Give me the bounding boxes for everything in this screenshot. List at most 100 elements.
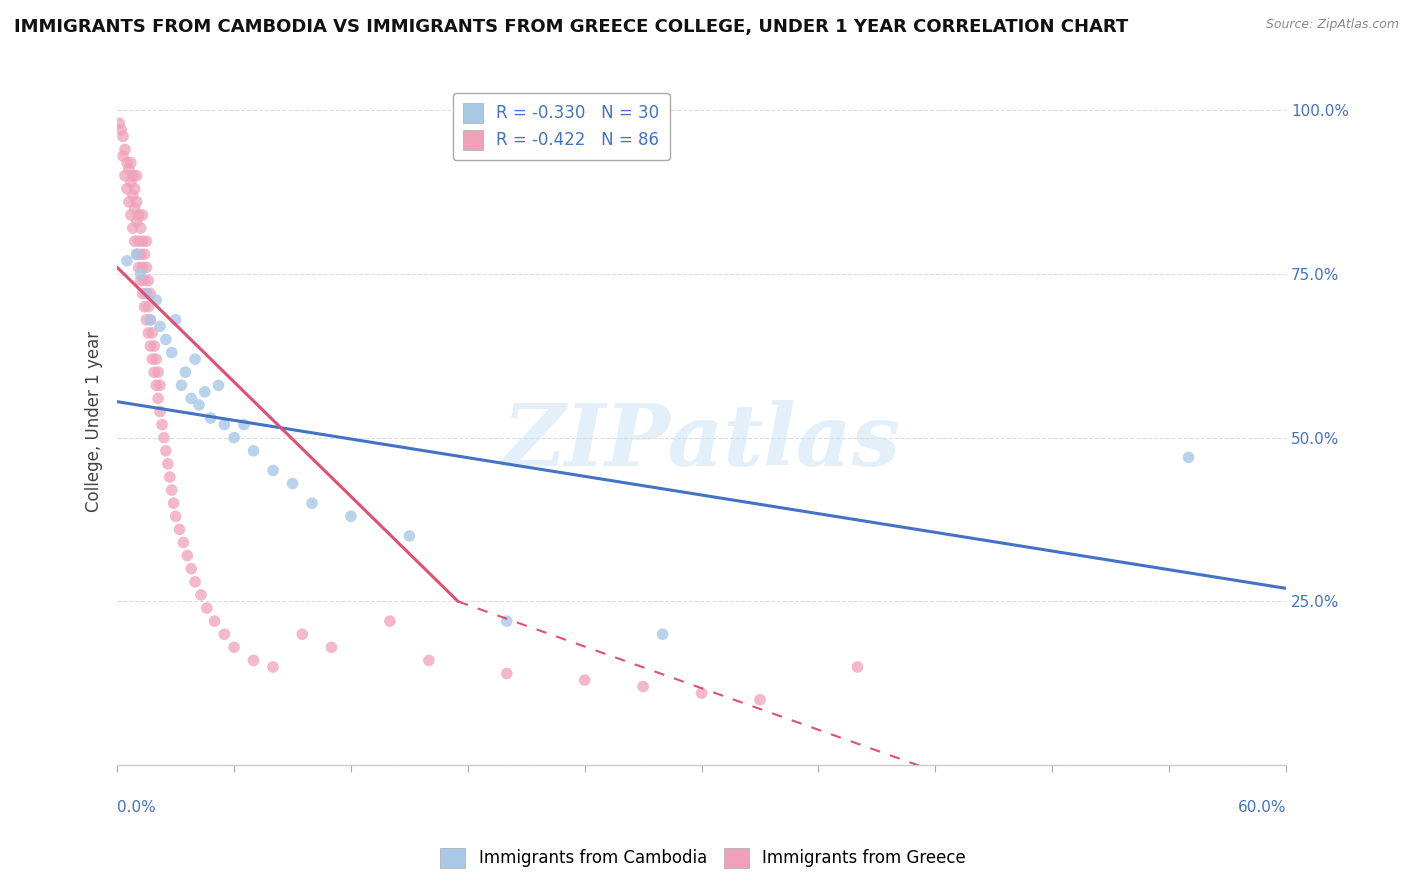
Point — [129, 221, 152, 235]
Point — [135, 286, 157, 301]
Point — [163, 496, 186, 510]
Point — [495, 614, 517, 628]
Point — [214, 627, 236, 641]
Point — [141, 326, 163, 340]
Point — [222, 431, 245, 445]
Legend: Immigrants from Cambodia, Immigrants from Greece: Immigrants from Cambodia, Immigrants fro… — [433, 841, 973, 875]
Point — [115, 182, 138, 196]
Point — [184, 352, 207, 367]
Point — [115, 253, 138, 268]
Point — [165, 509, 187, 524]
Point — [749, 692, 772, 706]
Point — [114, 169, 136, 183]
Point — [495, 666, 517, 681]
Point — [153, 431, 176, 445]
Point — [232, 417, 254, 432]
Point — [214, 417, 236, 432]
Point — [125, 194, 148, 209]
Point — [291, 627, 314, 641]
Point — [155, 333, 177, 347]
Point — [207, 378, 229, 392]
Point — [262, 660, 284, 674]
Point — [121, 169, 143, 183]
Point — [124, 182, 146, 196]
Point — [146, 365, 169, 379]
Point — [651, 627, 673, 641]
Point — [135, 234, 157, 248]
Point — [190, 588, 212, 602]
Point — [120, 155, 142, 169]
Point — [176, 549, 198, 563]
Point — [128, 260, 150, 275]
Point — [170, 378, 193, 392]
Point — [172, 535, 194, 549]
Point — [1177, 450, 1199, 465]
Point — [128, 208, 150, 222]
Point — [145, 293, 167, 307]
Y-axis label: College, Under 1 year: College, Under 1 year — [86, 331, 103, 512]
Point — [174, 365, 197, 379]
Point — [143, 365, 166, 379]
Point — [418, 653, 440, 667]
Point — [120, 208, 142, 222]
Point — [139, 339, 162, 353]
Point — [131, 286, 153, 301]
Point — [138, 300, 160, 314]
Point — [129, 267, 152, 281]
Point — [108, 116, 131, 130]
Point — [141, 352, 163, 367]
Point — [134, 300, 156, 314]
Point — [135, 286, 157, 301]
Point — [131, 234, 153, 248]
Point — [115, 155, 138, 169]
Point — [242, 443, 264, 458]
Point — [165, 313, 187, 327]
Point — [321, 640, 343, 655]
Point — [120, 175, 142, 189]
Point — [112, 149, 135, 163]
Point — [378, 614, 401, 628]
Point — [159, 470, 181, 484]
Point — [200, 411, 222, 425]
Point — [129, 273, 152, 287]
Point — [690, 686, 713, 700]
Point — [184, 574, 207, 589]
Legend: R = -0.330   N = 30, R = -0.422   N = 86: R = -0.330 N = 30, R = -0.422 N = 86 — [453, 93, 669, 160]
Text: IMMIGRANTS FROM CAMBODIA VS IMMIGRANTS FROM GREECE COLLEGE, UNDER 1 YEAR CORRELA: IMMIGRANTS FROM CAMBODIA VS IMMIGRANTS F… — [14, 18, 1128, 36]
Point — [301, 496, 323, 510]
Point — [138, 273, 160, 287]
Point — [134, 247, 156, 261]
Point — [195, 601, 218, 615]
Text: Source: ZipAtlas.com: Source: ZipAtlas.com — [1265, 18, 1399, 31]
Point — [118, 162, 141, 177]
Point — [145, 352, 167, 367]
Point — [143, 339, 166, 353]
Point — [118, 194, 141, 209]
Point — [110, 123, 132, 137]
Point — [125, 247, 148, 261]
Point — [398, 529, 420, 543]
Point — [138, 326, 160, 340]
Point — [222, 640, 245, 655]
Text: 60.0%: 60.0% — [1237, 799, 1286, 814]
Point — [194, 384, 217, 399]
Point — [124, 234, 146, 248]
Point — [160, 345, 183, 359]
Point — [129, 247, 152, 261]
Point — [125, 169, 148, 183]
Point — [128, 234, 150, 248]
Point — [340, 509, 363, 524]
Point — [150, 417, 173, 432]
Point — [125, 214, 148, 228]
Point — [124, 202, 146, 216]
Point — [180, 562, 202, 576]
Point — [156, 457, 179, 471]
Point — [574, 673, 596, 687]
Point — [112, 129, 135, 144]
Point — [135, 313, 157, 327]
Point — [131, 260, 153, 275]
Point — [139, 313, 162, 327]
Point — [135, 260, 157, 275]
Point — [188, 398, 211, 412]
Point — [631, 680, 654, 694]
